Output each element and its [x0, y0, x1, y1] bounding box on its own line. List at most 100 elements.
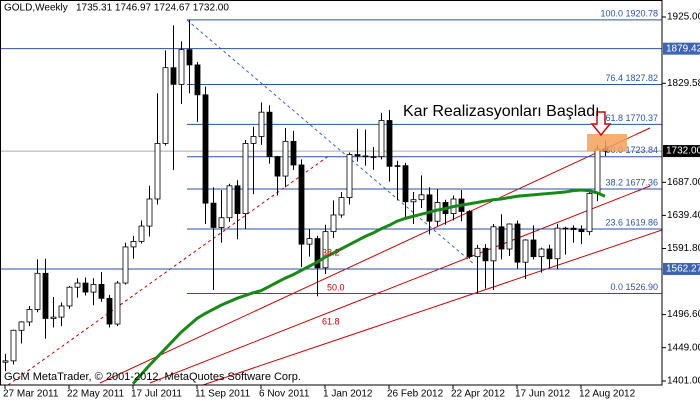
- candle-body: [26, 309, 33, 323]
- candle-body: [202, 94, 209, 204]
- y-tick-label: 1925.00: [667, 12, 700, 23]
- candle-body: [322, 231, 329, 269]
- candle-body: [466, 211, 473, 258]
- price-label: 1562.27: [666, 264, 700, 275]
- candle-body: [42, 272, 49, 319]
- price-label-bg: [663, 262, 700, 275]
- x-tick-label: 22 May 2011: [67, 389, 125, 400]
- chart-title: GOLD,Weekly: [4, 3, 68, 14]
- fib-label: 61.8 1770.37: [605, 113, 658, 123]
- candle-body: [98, 284, 105, 299]
- candle-body: [290, 140, 297, 166]
- candle-body: [298, 164, 305, 245]
- x-tick-label: 22 Apr 2012: [451, 389, 505, 400]
- fib-label: 100.0 1920.78: [600, 8, 658, 18]
- price-label-bg: [663, 42, 700, 55]
- y-tick-label: 1449.00: [667, 342, 700, 353]
- fan-label: 38.2: [322, 247, 340, 257]
- candle-body: [506, 223, 513, 250]
- candle-body: [130, 240, 137, 248]
- candle-body: [162, 67, 169, 144]
- y-tick-label: 1829.58: [667, 78, 700, 89]
- trend-line: [99, 127, 651, 384]
- candle-body: [138, 225, 145, 242]
- plot-frame: [0, 0, 663, 386]
- candle-body: [234, 185, 241, 214]
- candle-body: [194, 64, 201, 96]
- candle-body: [418, 194, 425, 201]
- y-tick-label: 1591.80: [667, 243, 700, 254]
- candle-body: [242, 143, 249, 214]
- candle-body: [490, 226, 497, 262]
- fib-label: 50.0 1723.84: [605, 145, 658, 155]
- candle-body: [66, 286, 73, 307]
- candle-body: [370, 156, 377, 158]
- candle-body: [538, 248, 545, 258]
- candle-body: [106, 297, 113, 325]
- candle-body: [362, 155, 369, 158]
- candle-body: [386, 120, 393, 167]
- candle-body: [346, 154, 353, 199]
- x-tick-label: 6 Nov 2011: [259, 389, 310, 400]
- copyright: GCM MetaTrader, © 2001-2012, MetaQuotes …: [4, 371, 301, 383]
- candle-body: [410, 199, 417, 203]
- x-tick-label: 12 Aug 2012: [579, 389, 636, 400]
- x-tick-label: 1 Jan 2012: [323, 389, 373, 400]
- arrow: [590, 111, 612, 137]
- highlight-box: [587, 134, 627, 151]
- fan-label: 50.0: [327, 282, 345, 292]
- trend-line: [201, 229, 662, 385]
- fib-label: 38.2 1677.36: [605, 177, 658, 187]
- y-tick-label: 1496.60: [667, 309, 700, 320]
- candle-body: [314, 238, 321, 269]
- candle-body: [578, 229, 585, 233]
- y-tick-label: 1401.00: [667, 376, 700, 387]
- candle-body: [306, 238, 313, 245]
- fib-label: 0.0 1526.90: [610, 282, 658, 292]
- x-tick-label: 17 Jun 2012: [515, 389, 570, 400]
- candle-body: [330, 214, 337, 233]
- candle-body: [34, 272, 41, 310]
- candle-body: [554, 227, 561, 260]
- candle-body: [354, 154, 361, 157]
- candle-body: [170, 67, 177, 85]
- candle-body: [146, 198, 153, 227]
- y-tick-label: 1639.40: [667, 210, 700, 221]
- candle-body: [586, 193, 593, 233]
- ohlc-header: 1735.31 1746.97 1724.67 1732.00: [76, 3, 229, 14]
- overlay: 100.0 1920.78 76.4 1827.82 61.8 1770.37 50.…: [600, 8, 658, 292]
- candle-body: [10, 329, 17, 362]
- candle-body: [122, 246, 129, 284]
- candle-body: [2, 360, 9, 363]
- candle-body: [514, 223, 521, 263]
- candle-body: [570, 227, 577, 230]
- candle-body: [266, 111, 273, 158]
- fan-label: 61.8: [322, 316, 340, 326]
- candle-body: [426, 194, 433, 222]
- moving-average: [131, 188, 606, 385]
- candle-body: [186, 49, 193, 66]
- candle-body: [338, 197, 345, 216]
- candle-body: [250, 136, 257, 144]
- candle-body: [58, 305, 65, 318]
- x-tick-label: 27 Mar 2011: [3, 389, 59, 400]
- candle-body: [210, 202, 217, 228]
- fib-label: 76.4 1827.82: [605, 73, 658, 83]
- candle-body: [274, 156, 281, 177]
- annotation: Kar Realizasyonları Başladı: [403, 103, 600, 120]
- candle-body: [562, 227, 569, 230]
- candle-body: [378, 120, 385, 158]
- x-tick-label: 17 Jul 2011: [131, 389, 182, 400]
- candles: [2, 19, 609, 385]
- candle-body: [178, 49, 185, 85]
- candle-body: [82, 282, 89, 293]
- candle-body: [114, 282, 121, 325]
- current-price-bg: [663, 145, 700, 158]
- candle-body: [50, 316, 57, 319]
- candle-body: [474, 247, 481, 258]
- candle-body: [482, 247, 489, 262]
- candle-body: [594, 148, 601, 194]
- price-label: 1879.42: [666, 43, 700, 54]
- candle-body: [402, 165, 409, 203]
